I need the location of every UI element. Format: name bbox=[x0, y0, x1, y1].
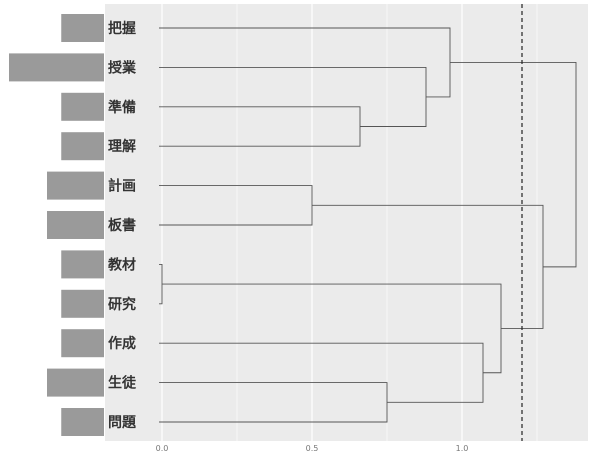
frequency-bar-理解 bbox=[61, 132, 104, 161]
x-tick-label: 1.0 bbox=[456, 444, 469, 453]
x-tick-label: 0.5 bbox=[306, 444, 319, 453]
term-label: 生徒 bbox=[108, 375, 137, 392]
term-label: 把握 bbox=[108, 20, 136, 37]
frequency-bar-生徒 bbox=[47, 368, 104, 397]
merge-link-m10 bbox=[450, 62, 577, 268]
term-label: 授業 bbox=[108, 59, 137, 76]
term-label: 作成 bbox=[108, 335, 136, 352]
plot-background bbox=[105, 4, 588, 441]
frequency-bars bbox=[9, 14, 104, 436]
frequency-bar-計画 bbox=[47, 171, 104, 200]
frequency-bar-板書 bbox=[47, 211, 104, 239]
term-label: 研究 bbox=[108, 296, 136, 313]
term-label: 板書 bbox=[108, 217, 136, 234]
term-label: 計画 bbox=[108, 178, 136, 195]
term-label: 準備 bbox=[108, 99, 136, 116]
term-label: 教材 bbox=[108, 256, 136, 273]
frequency-bar-作成 bbox=[61, 329, 104, 358]
frequency-bar-準備 bbox=[61, 92, 104, 121]
x-tick-label: 0.0 bbox=[156, 444, 169, 453]
frequency-bar-授業 bbox=[9, 53, 104, 82]
frequency-bar-問題 bbox=[61, 408, 104, 436]
term-label: 問題 bbox=[108, 415, 137, 431]
term-label: 理解 bbox=[108, 138, 136, 155]
x-axis-ticks: 0.0 0.5 1.0 bbox=[156, 444, 469, 453]
frequency-bar-把握 bbox=[61, 14, 104, 42]
frequency-bar-教材 bbox=[61, 250, 104, 279]
frequency-bar-研究 bbox=[61, 289, 104, 318]
